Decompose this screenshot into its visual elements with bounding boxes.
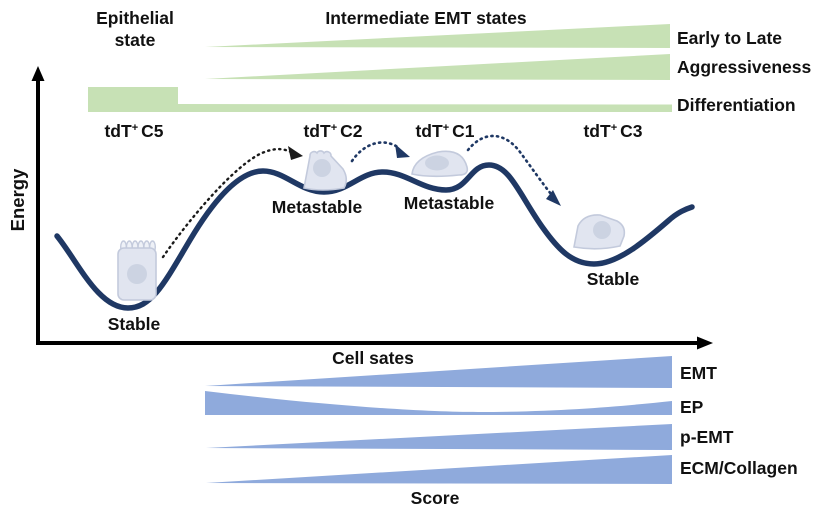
cluster-label-c5: tdT+ C5 bbox=[104, 121, 163, 141]
score-axis-label: Score bbox=[411, 488, 460, 508]
p-emt-score-label: p-EMT bbox=[680, 427, 734, 447]
transition-arrowhead-c2-to-c1 bbox=[395, 144, 410, 158]
p-emt-score-wedge bbox=[206, 424, 672, 450]
intermediate-cell-c2-icon bbox=[303, 150, 348, 191]
ep-score-label: EP bbox=[680, 397, 704, 417]
cluster-label-c1: tdT+ C1 bbox=[415, 121, 474, 141]
emt-score-label: EMT bbox=[680, 363, 717, 383]
epithelial-state-label-line1: Epithelial bbox=[96, 8, 174, 28]
x-axis-label: Cell sates bbox=[332, 348, 414, 368]
ep-score-wedge bbox=[205, 391, 672, 415]
transition-arrow-c5-to-c2 bbox=[161, 147, 293, 259]
y-axis-arrowhead bbox=[31, 66, 45, 81]
ecm-collagen-score-wedge bbox=[206, 455, 672, 484]
intermediate-cell-c1-icon bbox=[411, 150, 469, 178]
transition-arrow-c1-to-c3 bbox=[466, 134, 553, 196]
intermediate-emt-states-title: Intermediate EMT states bbox=[325, 8, 527, 28]
transition-arrowhead-c5-to-c2 bbox=[288, 146, 303, 160]
energy-landscape-curve bbox=[54, 162, 695, 311]
cluster-label-c3: tdT+ C3 bbox=[583, 121, 642, 141]
ecm-collagen-score-label: ECM/Collagen bbox=[680, 458, 798, 478]
epithelial-state-label-line2: state bbox=[115, 30, 156, 50]
y-axis-label: Energy bbox=[7, 168, 28, 231]
early-to-late-label: Early to Late bbox=[677, 28, 782, 48]
aggressiveness-gradient-wedge bbox=[205, 54, 670, 80]
early-to-late-gradient-wedge bbox=[205, 24, 670, 48]
well-label-metastable-left: Metastable bbox=[272, 197, 363, 217]
well-label-metastable-right: Metastable bbox=[404, 193, 495, 213]
well-label-stable-right: Stable bbox=[587, 269, 640, 289]
epithelial-cell-icon bbox=[117, 240, 157, 301]
transition-arrow-c2-to-c1 bbox=[350, 141, 401, 163]
emt-score-wedge bbox=[205, 356, 672, 388]
aggressiveness-label: Aggressiveness bbox=[677, 57, 812, 77]
differentiation-gradient-band bbox=[88, 87, 672, 112]
transition-arrowhead-c1-to-c3 bbox=[546, 190, 561, 206]
differentiation-label: Differentiation bbox=[677, 95, 796, 115]
cluster-label-c2: tdT+ C2 bbox=[303, 121, 362, 141]
x-axis-arrowhead bbox=[697, 336, 713, 350]
mesenchymal-cell-c3-icon bbox=[573, 214, 626, 250]
well-label-stable-left: Stable bbox=[108, 314, 161, 334]
